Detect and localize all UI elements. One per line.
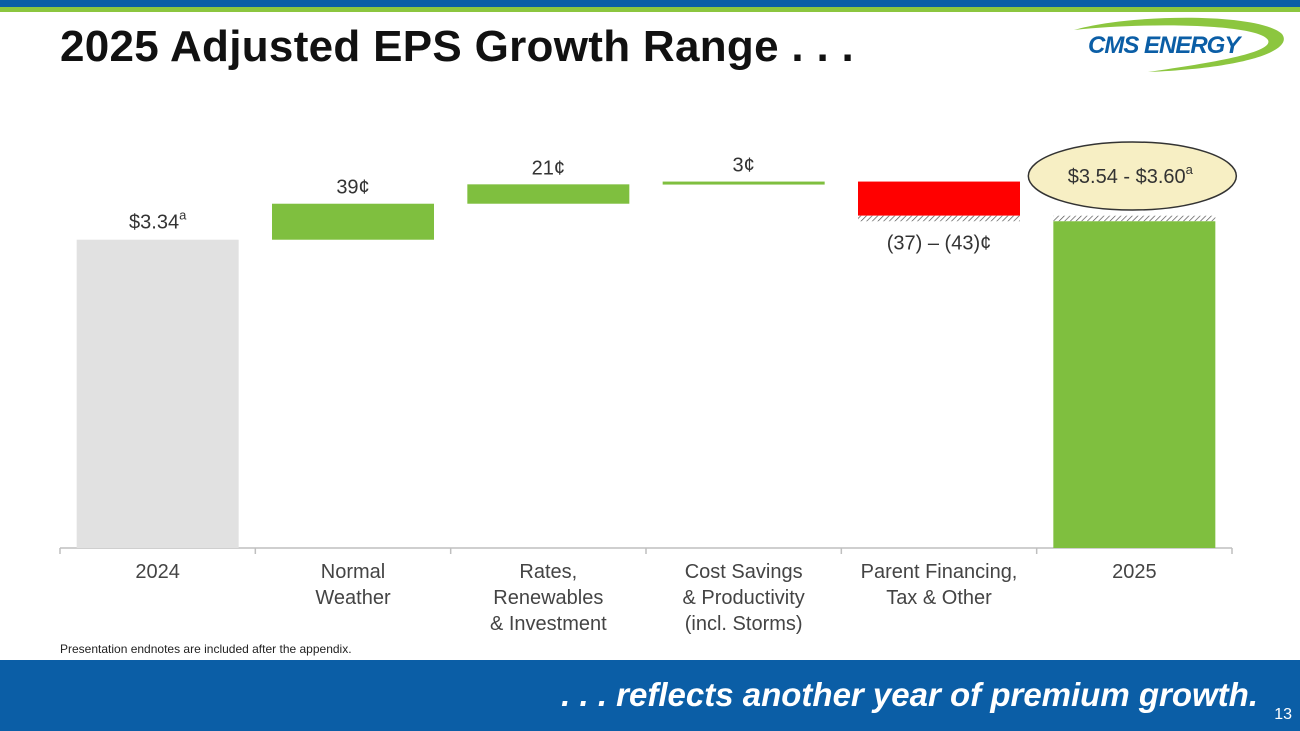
increase-bar — [272, 203, 434, 240]
category-label: Rates, Renewables & Investment — [490, 561, 607, 635]
increase-bar — [467, 184, 630, 204]
category-label: 2024 — [135, 561, 180, 583]
decrease-range-hatch — [858, 215, 1020, 222]
slide-title: 2025 Adjusted EPS Growth Range . . . — [60, 22, 855, 71]
logo-swoosh-icon — [1074, 17, 1284, 72]
total-bar-2024 — [76, 239, 239, 548]
endnote-text: Presentation endnotes are included after… — [60, 642, 352, 656]
increase-bar-label: 39¢ — [336, 177, 369, 199]
decrease-bar — [858, 181, 1020, 216]
increase-bar-label: 21¢ — [532, 157, 565, 179]
decrease-bar-label: (37) – (43)¢ — [887, 232, 992, 254]
increase-bar-label: 3¢ — [733, 155, 755, 177]
increase-bar — [662, 181, 825, 185]
cms-energy-logo: CMS ENERGY — [1068, 16, 1292, 76]
total-callout-ellipse — [1027, 141, 1238, 211]
category-label: Cost Savings & Productivity (incl. Storms) — [683, 561, 805, 635]
top-blue-stripe — [0, 0, 1300, 7]
total-bar-2025 — [1053, 221, 1216, 548]
total-bar-label-2024: $3.34a — [129, 208, 187, 234]
footer-tagline: . . . reflects another year of premium g… — [561, 676, 1258, 713]
category-label: Normal Weather — [315, 561, 391, 609]
total-range-hatch — [1053, 215, 1216, 222]
logo-text: CMS ENERGY — [1088, 32, 1240, 59]
footer-banner: . . . reflects another year of premium g… — [0, 660, 1300, 731]
category-label: 2025 — [1112, 561, 1157, 583]
total-bar-label-2025: $3.54 - $3.60a — [1068, 162, 1194, 188]
eps-waterfall-chart: 2024 Normal Weather Rates, Renewables & Inves… — [59, 141, 1238, 635]
top-green-stripe — [0, 7, 1300, 12]
page-number: 13 — [1274, 706, 1292, 723]
category-label: Parent Financing, Tax & Other — [861, 561, 1018, 609]
